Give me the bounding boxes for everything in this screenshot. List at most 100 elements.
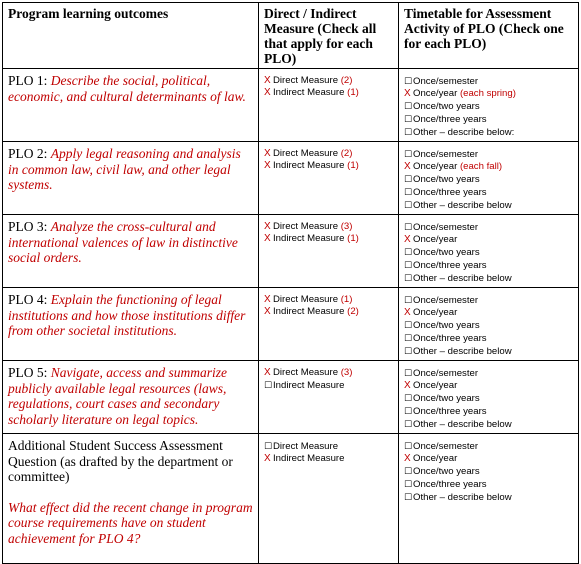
plo-measures-cell: X Direct Measure (2) X Indirect Measure (1) xyxy=(258,68,399,142)
plo-description: Apply legal reasoning and analysis in co… xyxy=(8,146,241,192)
timetable-option[interactable]: ☐Once/two years xyxy=(404,246,573,259)
timetable-option[interactable]: ☐Once/semester xyxy=(404,294,573,307)
timetable-option[interactable]: ☐Once/three years xyxy=(404,259,573,272)
checked-x-icon[interactable]: X xyxy=(404,234,411,245)
measure-option[interactable]: X Direct Measure (1) xyxy=(264,294,393,306)
timetable-option[interactable]: ☐Once/three years xyxy=(404,405,573,418)
timetable-option[interactable]: ☐Once/three years xyxy=(404,332,573,345)
measure-option-note: (3) xyxy=(340,221,353,232)
timetable-option-label: Once/two years xyxy=(413,101,480,112)
timetable-option[interactable]: X Once/year xyxy=(404,380,573,392)
measure-option[interactable]: X Direct Measure (2) xyxy=(264,75,393,87)
checkbox-icon[interactable]: ☐ xyxy=(404,200,413,210)
timetable-option[interactable]: ☐Once/semester xyxy=(404,148,573,161)
checked-x-icon[interactable]: X xyxy=(264,453,271,464)
checkbox-icon[interactable]: ☐ xyxy=(404,222,413,232)
timetable-option[interactable]: X Once/year xyxy=(404,307,573,319)
checkbox-icon[interactable]: ☐ xyxy=(404,247,413,257)
checkbox-icon[interactable]: ☐ xyxy=(404,492,413,502)
checked-x-icon[interactable]: X xyxy=(404,453,411,464)
measure-option[interactable]: X Indirect Measure (2) xyxy=(264,306,393,318)
checkbox-icon[interactable]: ☐ xyxy=(404,260,413,270)
timetable-option[interactable]: ☐Other – describe below: xyxy=(404,126,573,139)
timetable-option[interactable]: ☐Once/two years xyxy=(404,100,573,113)
timetable-option[interactable]: X Once/year xyxy=(404,453,573,465)
checked-x-icon[interactable]: X xyxy=(404,307,411,318)
timetable-option[interactable]: ☐Once/three years xyxy=(404,186,573,199)
timetable-option[interactable]: ☐Once/two years xyxy=(404,319,573,332)
checked-x-icon[interactable]: X xyxy=(264,75,271,86)
plo-timetable-cell: ☐Once/semester X Once/year (each fall) ☐Onc… xyxy=(398,141,579,215)
checked-x-icon[interactable]: X xyxy=(264,306,271,317)
checkbox-icon[interactable]: ☐ xyxy=(404,101,413,111)
checked-x-icon[interactable]: X xyxy=(404,88,411,99)
measure-option-label: Indirect Measure xyxy=(273,380,345,391)
timetable-option[interactable]: ☐Other – describe below xyxy=(404,418,573,431)
timetable-option[interactable]: X Once/year xyxy=(404,234,573,246)
checkbox-icon[interactable]: ☐ xyxy=(404,368,413,378)
plo-row: PLO 4: Explain the functioning of legal … xyxy=(2,287,579,361)
checkbox-icon[interactable]: ☐ xyxy=(404,273,413,283)
timetable-option[interactable]: ☐Once/two years xyxy=(404,392,573,405)
measure-option[interactable]: X Indirect Measure (1) xyxy=(264,160,393,172)
checkbox-icon[interactable]: ☐ xyxy=(404,441,413,451)
checkbox-icon[interactable]: ☐ xyxy=(264,441,273,451)
checked-x-icon[interactable]: X xyxy=(264,233,271,244)
checked-x-icon[interactable]: X xyxy=(264,148,271,159)
timetable-option[interactable]: ☐Once/two years xyxy=(404,465,573,478)
checkbox-icon[interactable]: ☐ xyxy=(404,187,413,197)
timetable-option[interactable]: ☐Once/semester xyxy=(404,221,573,234)
measure-option[interactable]: X Indirect Measure xyxy=(264,453,393,465)
checkbox-icon[interactable]: ☐ xyxy=(404,393,413,403)
timetable-option[interactable]: X Once/year (each spring) xyxy=(404,88,573,100)
timetable-option[interactable]: ☐Once/three years xyxy=(404,478,573,491)
measure-option[interactable]: X Direct Measure (3) xyxy=(264,367,393,379)
checkbox-icon[interactable]: ☐ xyxy=(404,479,413,489)
header-measure: Direct / Indirect Measure (Check all tha… xyxy=(258,2,399,69)
timetable-option[interactable]: ☐Once/two years xyxy=(404,173,573,186)
timetable-option-label: Once/two years xyxy=(413,320,480,331)
checked-x-icon[interactable]: X xyxy=(404,161,411,172)
plo-row: PLO 2: Apply legal reasoning and analysi… xyxy=(2,141,579,215)
timetable-option[interactable]: ☐Once/semester xyxy=(404,440,573,453)
checkbox-icon[interactable]: ☐ xyxy=(404,406,413,416)
checkbox-icon[interactable]: ☐ xyxy=(404,346,413,356)
timetable-option[interactable]: ☐Other – describe below xyxy=(404,345,573,358)
checkbox-icon[interactable]: ☐ xyxy=(404,174,413,184)
checkbox-icon[interactable]: ☐ xyxy=(404,419,413,429)
checkbox-icon[interactable]: ☐ xyxy=(404,127,413,137)
checkbox-icon[interactable]: ☐ xyxy=(264,380,273,390)
checkbox-icon[interactable]: ☐ xyxy=(404,76,413,86)
measure-option[interactable]: ☐Indirect Measure xyxy=(264,379,393,392)
timetable-option[interactable]: ☐Once/semester xyxy=(404,367,573,380)
plo-row: PLO 3: Analyze the cross-cultural and in… xyxy=(2,214,579,288)
checkbox-icon[interactable]: ☐ xyxy=(404,114,413,124)
checked-x-icon[interactable]: X xyxy=(264,160,271,171)
plo-timetable-cell: ☐Once/semester X Once/year ☐Once/two years ☐… xyxy=(398,360,579,434)
measure-option[interactable]: ☐Direct Measure xyxy=(264,440,393,453)
timetable-option-label: Once/year xyxy=(413,453,458,464)
checked-x-icon[interactable]: X xyxy=(264,294,271,305)
timetable-option[interactable]: X Once/year (each fall) xyxy=(404,161,573,173)
timetable-option[interactable]: ☐Once/three years xyxy=(404,113,573,126)
checkbox-icon[interactable]: ☐ xyxy=(404,295,413,305)
plo-description: Analyze the cross-cultural and internati… xyxy=(8,219,238,265)
timetable-option[interactable]: ☐Once/semester xyxy=(404,75,573,88)
checkbox-icon[interactable]: ☐ xyxy=(404,149,413,159)
measure-option[interactable]: X Direct Measure (2) xyxy=(264,148,393,160)
measure-option[interactable]: X Indirect Measure (1) xyxy=(264,87,393,99)
checked-x-icon[interactable]: X xyxy=(264,87,271,98)
checkbox-icon[interactable]: ☐ xyxy=(404,466,413,476)
measure-option[interactable]: X Indirect Measure (1) xyxy=(264,233,393,245)
measure-option[interactable]: X Direct Measure (3) xyxy=(264,221,393,233)
checked-x-icon[interactable]: X xyxy=(264,367,271,378)
timetable-option[interactable]: ☐Other – describe below xyxy=(404,491,573,504)
checkbox-icon[interactable]: ☐ xyxy=(404,320,413,330)
checked-x-icon[interactable]: X xyxy=(264,221,271,232)
plo-label: PLO 3: xyxy=(8,219,48,234)
checkbox-icon[interactable]: ☐ xyxy=(404,333,413,343)
timetable-option[interactable]: ☐Other – describe below xyxy=(404,199,573,212)
timetable-option[interactable]: ☐Other – describe below xyxy=(404,272,573,285)
measure-option-note: (2) xyxy=(347,306,359,317)
checked-x-icon[interactable]: X xyxy=(404,380,411,391)
